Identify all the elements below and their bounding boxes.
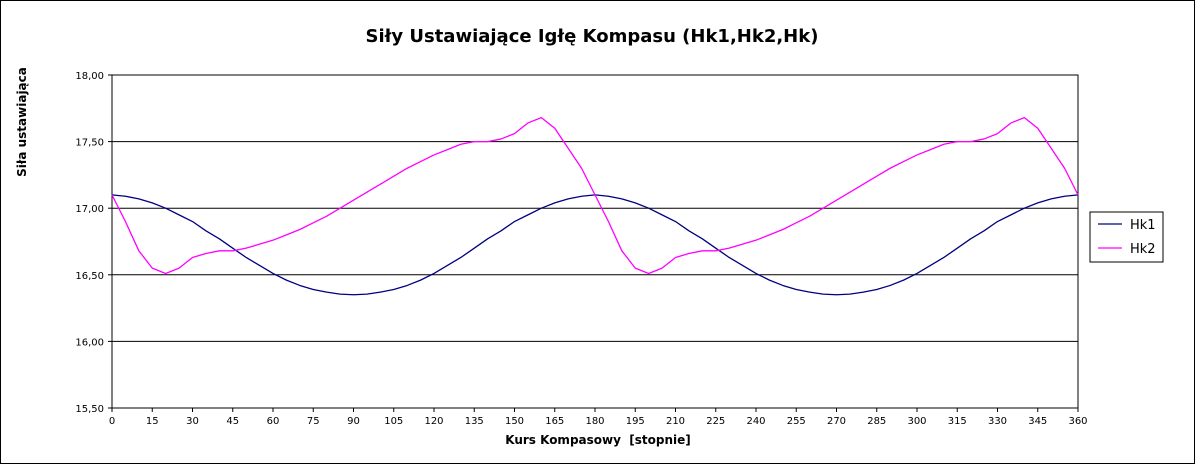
x-tick-label: 150 [505, 416, 524, 427]
x-tick-label: 255 [787, 416, 806, 427]
x-tick-label: 285 [867, 416, 886, 427]
x-tick-label: 165 [545, 416, 564, 427]
x-tick-label: 45 [226, 416, 239, 427]
x-tick-label: 240 [746, 416, 765, 427]
legend: Hk1 Hk2 [1089, 211, 1164, 263]
y-axis-ticks: 15,50 16,00 16,50 17,00 17,50 18,00 [75, 71, 112, 415]
x-tick-label: 300 [907, 416, 926, 427]
series-line-hk2 [111, 116, 1079, 275]
x-tick-label: 120 [424, 416, 443, 427]
x-tick-label: 360 [1068, 416, 1087, 427]
x-tick-label: 345 [1028, 416, 1047, 427]
y-tick-label: 16,50 [75, 271, 104, 282]
x-tick-label: 330 [988, 416, 1007, 427]
grid-lines [112, 74, 1078, 409]
x-tick-label: 315 [948, 416, 967, 427]
x-tick-label: 30 [186, 416, 199, 427]
x-tick-label: 105 [384, 416, 403, 427]
y-tick-label: 17,00 [75, 204, 104, 215]
x-tick-label: 0 [109, 416, 115, 427]
x-tick-label: 225 [706, 416, 725, 427]
x-tick-label: 195 [626, 416, 645, 427]
x-tick-label: 15 [146, 416, 159, 427]
legend-label-hk2: Hk2 [1130, 242, 1156, 257]
legend-box [1089, 211, 1164, 263]
x-tick-label: 75 [307, 416, 320, 427]
y-axis-label: Siła ustawiająca [15, 67, 29, 177]
x-tick-label: 210 [666, 416, 685, 427]
series-lines [111, 116, 1079, 296]
x-tick-label: 60 [267, 416, 280, 427]
legend-label-hk1: Hk1 [1130, 218, 1156, 233]
x-tick-label: 135 [465, 416, 484, 427]
y-tick-label: 15,50 [75, 404, 104, 415]
x-tick-label: 270 [827, 416, 846, 427]
y-tick-label: 16,00 [75, 337, 104, 348]
plot-area [111, 74, 1079, 409]
x-axis-ticks: 0 15 30 45 60 75 90 105 120 135 150 165 180 195 210 225… [109, 408, 1088, 427]
x-axis-label: Kurs Kompasowy [stopnie] [505, 433, 691, 447]
x-tick-label: 90 [347, 416, 360, 427]
y-tick-label: 17,50 [75, 138, 104, 149]
y-tick-label: 18,00 [75, 71, 104, 82]
chart-title: Siły Ustawiające Igłę Kompasu (Hk1,Hk2,H… [366, 26, 819, 47]
x-tick-label: 180 [585, 416, 604, 427]
